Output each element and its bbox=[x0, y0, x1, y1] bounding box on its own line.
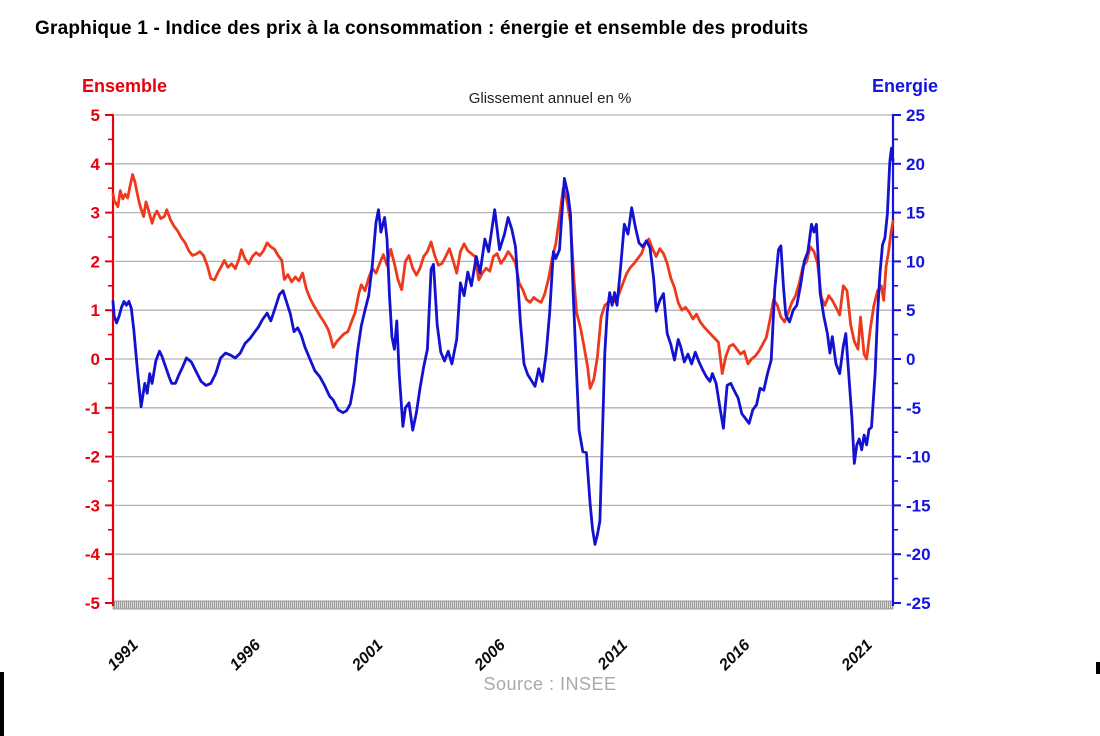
left-axis-tick-label: -1 bbox=[85, 399, 100, 418]
x-axis-tick-label: 2016 bbox=[716, 637, 754, 675]
x-axis-tick-label: 2021 bbox=[838, 637, 876, 675]
left-axis-tick-label: -5 bbox=[85, 594, 100, 613]
right-axis-tick-label: -5 bbox=[906, 399, 921, 418]
x-axis-tick-label: 2011 bbox=[594, 637, 631, 674]
x-axis-tick-band bbox=[112, 600, 894, 610]
left-axis-tick-label: 4 bbox=[91, 155, 101, 174]
x-axis-tick-label: 2006 bbox=[471, 637, 509, 675]
right-axis-tick-label: -25 bbox=[906, 594, 931, 613]
right-axis-tick-label: 25 bbox=[906, 106, 925, 125]
right-axis-tick-label: -10 bbox=[906, 448, 931, 467]
left-axis-tick-label: 3 bbox=[91, 204, 100, 223]
x-axis-tick-label: 1996 bbox=[227, 637, 264, 674]
x-axis-tick-label: 2001 bbox=[349, 637, 387, 675]
page-title: Graphique 1 - Indice des prix à la conso… bbox=[35, 18, 809, 39]
right-axis-tick-label: -20 bbox=[906, 545, 931, 564]
right-axis-tick-label: 0 bbox=[906, 350, 915, 369]
right-axis-tick-label: 10 bbox=[906, 252, 925, 271]
source-caption: Source : INSEE bbox=[483, 674, 617, 694]
left-axis-tick-label: 0 bbox=[91, 350, 100, 369]
right-axis-tick-label: 20 bbox=[906, 155, 925, 174]
x-axis-tick-label: 1991 bbox=[105, 637, 142, 674]
left-axis-tick-label: -2 bbox=[85, 448, 100, 467]
right-axis-tick-label: -15 bbox=[906, 496, 931, 515]
right-axis-series-label: Energie bbox=[871, 76, 938, 96]
right-axis-tick-label: 5 bbox=[906, 301, 915, 320]
left-axis-tick-label: 1 bbox=[91, 301, 100, 320]
left-axis-series-label: Ensemble bbox=[82, 76, 168, 96]
series-line-energie bbox=[111, 146, 895, 546]
left-axis-tick-label: -3 bbox=[85, 496, 100, 515]
screen-edge-artifact-right bbox=[1096, 662, 1100, 674]
left-axis-tick-label: -4 bbox=[85, 545, 101, 564]
left-axis-tick-label: 5 bbox=[91, 106, 100, 125]
left-axis-tick-label: 2 bbox=[91, 252, 100, 271]
right-axis-tick-label: 15 bbox=[906, 204, 925, 223]
chart-subtitle: Glissement annuel en % bbox=[468, 90, 632, 107]
screen-edge-artifact-left bbox=[0, 672, 4, 736]
series-line-ensemble bbox=[111, 173, 895, 390]
